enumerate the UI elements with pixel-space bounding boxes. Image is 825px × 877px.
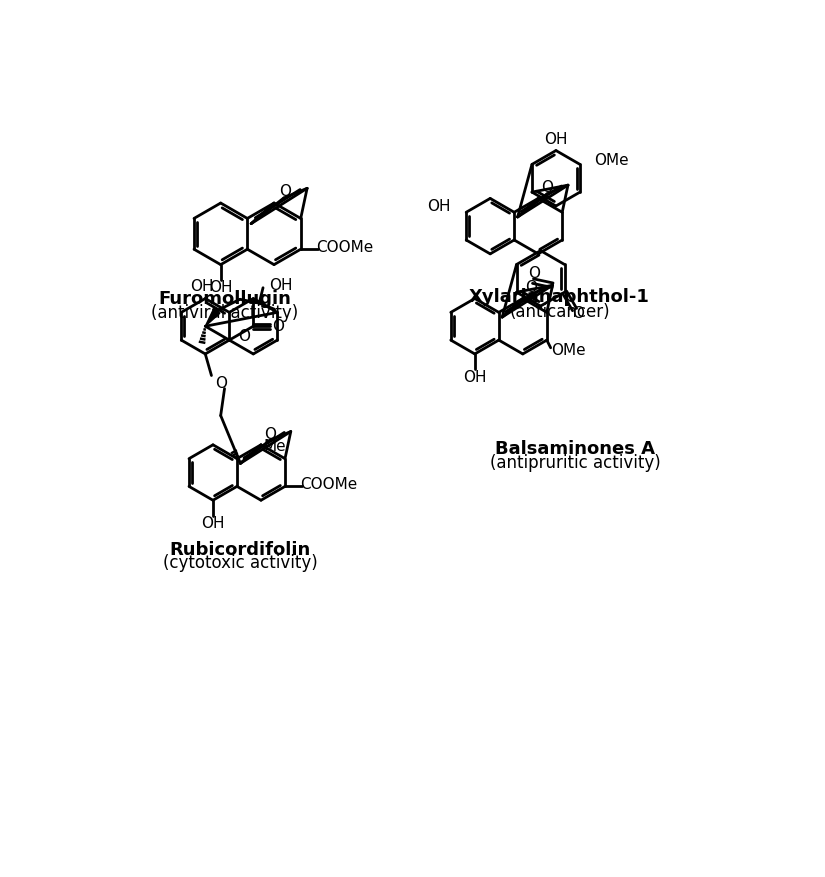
Text: O: O [264,426,276,442]
Text: Rubicordifolin: Rubicordifolin [169,540,310,559]
Text: Me: Me [263,438,286,454]
Text: O: O [280,184,291,199]
Text: (cytotoxic activity): (cytotoxic activity) [163,554,318,573]
Text: (antipruritic activity): (antipruritic activity) [489,454,660,473]
Text: OMe: OMe [594,153,629,168]
Text: OH: OH [427,198,450,214]
Text: Xylarianaphthol-1: Xylarianaphthol-1 [469,288,650,306]
Text: Balsaminones A: Balsaminones A [495,440,655,459]
Text: OH: OH [269,278,293,293]
Text: O: O [573,306,584,321]
Text: COOMe: COOMe [316,240,373,255]
Text: OMe: OMe [550,344,585,359]
Text: OH: OH [209,281,233,296]
Text: OH: OH [463,369,487,384]
Text: (anticancer): (anticancer) [509,303,610,321]
Text: OH: OH [190,279,213,294]
Polygon shape [205,309,220,326]
Text: O: O [214,375,227,391]
Text: O: O [238,329,251,344]
Text: O: O [529,266,540,281]
Text: OH: OH [201,516,224,531]
Text: (antiviral activity): (antiviral activity) [151,304,298,322]
Text: COOMe: COOMe [300,477,357,492]
Text: O: O [526,281,538,296]
Text: O: O [272,318,284,334]
Text: O: O [541,180,553,196]
Text: OH: OH [544,132,568,147]
Text: Furomollugin: Furomollugin [158,290,291,309]
